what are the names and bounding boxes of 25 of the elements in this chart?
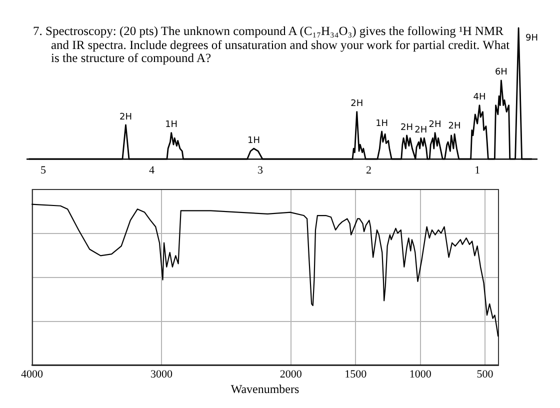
- annotation: 1H: [376, 118, 388, 129]
- annotation: 1H: [165, 120, 178, 130]
- annotation: 9H: [526, 33, 538, 44]
- annotation: 2H: [414, 125, 428, 136]
- x-tick-label: 1000: [409, 368, 432, 380]
- text: 7. Spectroscopy: (20 pts) The unknown compound A (C₁₇H₃₄O₃) gives the following ¹H NMR and IR spectra. Include degrees of unsaturation and show your work for partial credit. What is the structure of compound A?: [33, 24, 511, 66]
- annotation: 2H: [400, 122, 414, 133]
- annotation: 2H: [448, 121, 461, 132]
- x-tick-label: 1500: [344, 368, 368, 380]
- x-axis-title: Wavenumbers: [230, 382, 300, 396]
- annotation: 6H: [494, 68, 508, 78]
- annotation: 1H: [248, 136, 260, 146]
- x-tick-label: 2: [366, 164, 372, 176]
- x-tick-label: 4000: [21, 368, 44, 380]
- x-tick-label: 1: [474, 164, 480, 176]
- x-tick-label: 500: [476, 368, 494, 380]
- annotation: 2H: [350, 99, 364, 110]
- x-tick-label: 3000: [150, 368, 173, 380]
- annotation: 4H: [473, 92, 486, 103]
- x-tick-label: 3: [258, 164, 264, 176]
- annotation: 2H: [428, 120, 442, 130]
- x-tick-label: 5: [40, 164, 47, 176]
- annotation: 2H: [119, 112, 132, 122]
- x-tick-label: 2000: [280, 368, 302, 380]
- x-tick-label: 4: [149, 164, 156, 176]
